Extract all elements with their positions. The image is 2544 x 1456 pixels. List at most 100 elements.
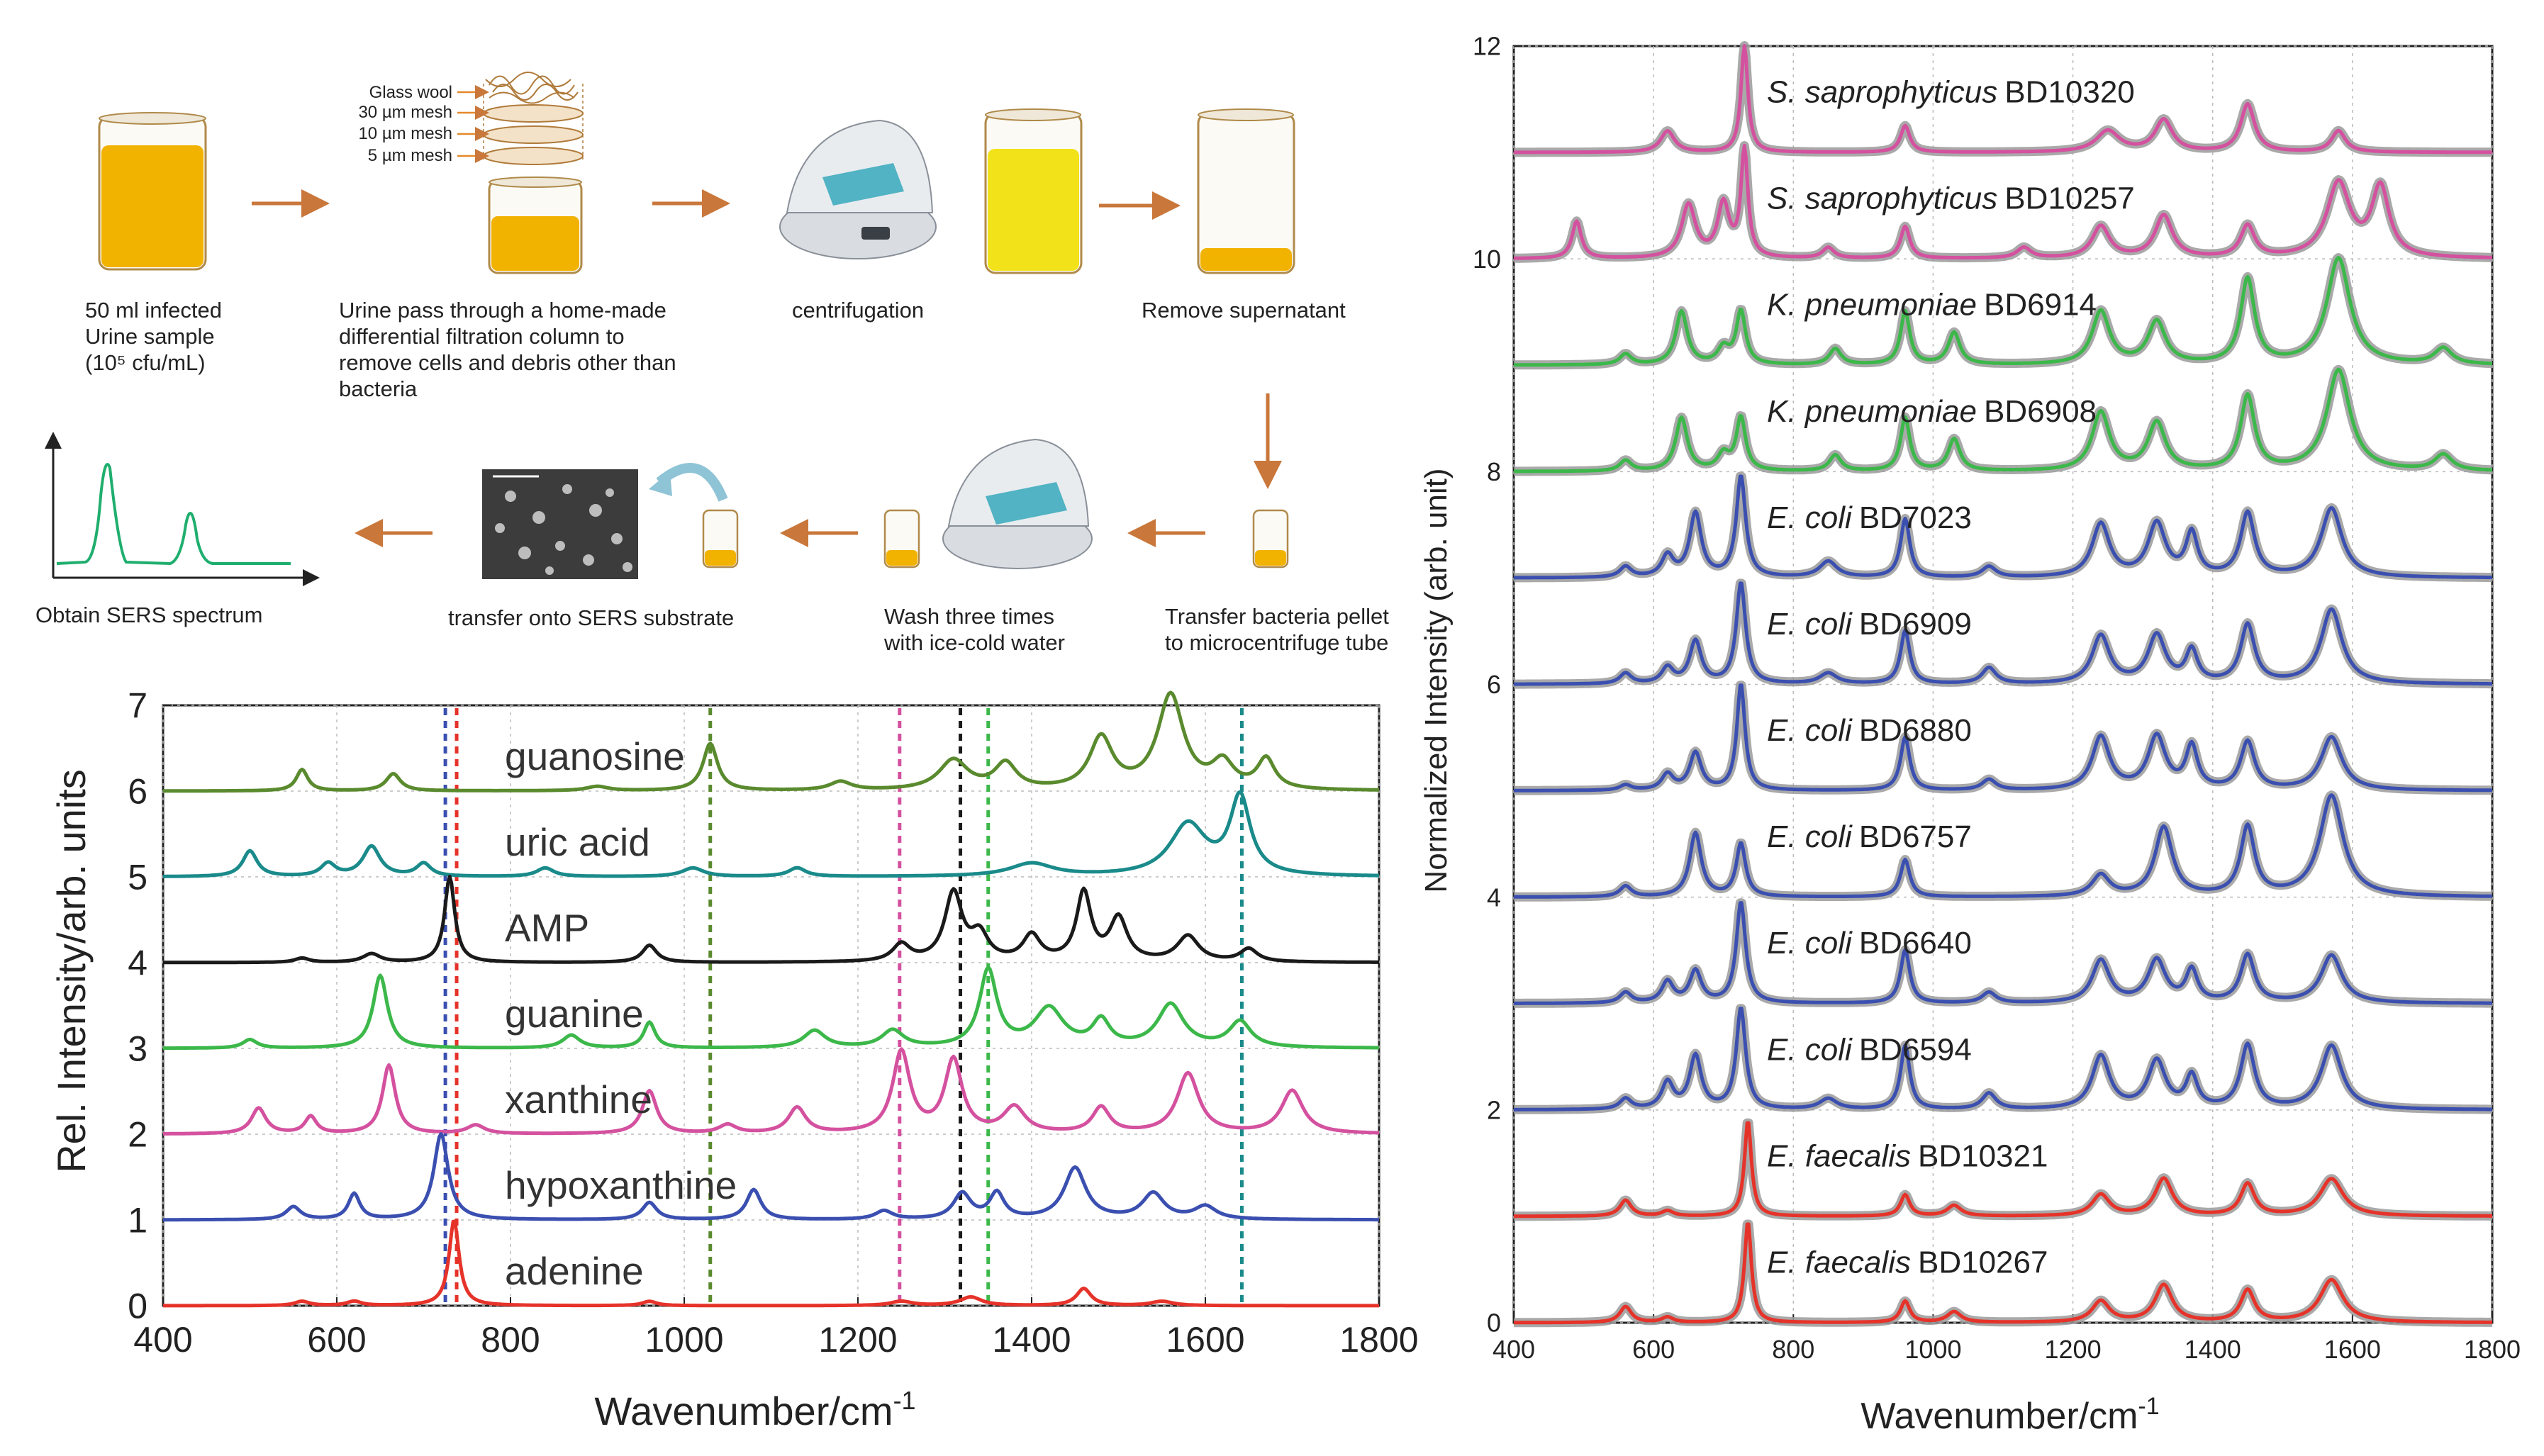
- microcentrifuge-tube-icon: [1252, 509, 1289, 569]
- step-label-line: (10⁵ cfu/mL): [85, 350, 206, 375]
- strain-id: BD6908: [1984, 394, 2097, 429]
- species-name: E. coli: [1767, 607, 1853, 642]
- series-label: K. pneumoniae BD6914: [1767, 288, 2097, 323]
- series-line: [162, 965, 1379, 1051]
- x-tick-label: 1400: [2185, 1335, 2241, 1364]
- step-label: centrifugation: [792, 298, 924, 323]
- series-line: [162, 1132, 1379, 1222]
- species-name: S. saprophyticus: [1767, 181, 1997, 216]
- step-label-line: with ice-cold water: [883, 630, 1065, 655]
- species-name: K. pneumoniae: [1767, 288, 1977, 323]
- series-label: S. saprophyticus BD10257: [1767, 181, 2135, 216]
- step-label-line: remove cells and debris other than: [339, 350, 676, 375]
- step-label: Wash three times with ice-cold water: [883, 604, 1065, 655]
- x-tick-label: 400: [133, 1320, 192, 1360]
- spectrum-icon: [45, 432, 320, 586]
- step-label-line: centrifugation: [792, 298, 924, 323]
- x-tick-label: 1200: [818, 1320, 897, 1360]
- species-name: E. coli: [1767, 500, 1853, 535]
- x-tick-label: 600: [307, 1320, 366, 1360]
- y-tick-label: 5: [128, 858, 147, 897]
- x-tick-label: 1400: [992, 1320, 1071, 1360]
- strain-id: BD7023: [1859, 500, 1972, 535]
- x-tick-label: 1600: [2324, 1335, 2381, 1364]
- x-tick-label: 400: [1493, 1335, 1535, 1364]
- y-tick-label: 4: [128, 943, 147, 983]
- y-tick-label: 8: [1487, 457, 1501, 486]
- y-tick-label: 0: [1487, 1309, 1501, 1338]
- y-tick-label: 7: [128, 686, 147, 726]
- series-label: E. coli BD6757: [1767, 819, 1972, 854]
- y-tick-label: 6: [1487, 670, 1501, 699]
- x-tick-label: 1000: [1904, 1335, 1961, 1364]
- step-label: 50 ml infected Urine sample (10⁵ cfu/mL): [85, 298, 222, 375]
- series-label: E. coli BD6594: [1767, 1032, 1972, 1067]
- series-line: [1513, 474, 2493, 580]
- series-label: hypoxanthine: [505, 1163, 737, 1207]
- x-tick-label: 1000: [645, 1320, 723, 1360]
- y-tick-label: 12: [1473, 32, 1501, 61]
- y-tick-label: 6: [128, 772, 147, 812]
- series-line: [162, 690, 1379, 793]
- step-label-line: 50 ml infected: [85, 298, 222, 323]
- series-line: [162, 790, 1379, 878]
- wash-tube-icon: [883, 509, 920, 569]
- wash-centrifuge-icon: [942, 438, 1093, 569]
- filter-layer-labels: Glass wool 30 µm mesh 10 µm mesh 5 µm me…: [358, 83, 489, 165]
- step-label: Obtain SERS spectrum: [35, 603, 262, 627]
- y-tick-label: 4: [1487, 883, 1501, 912]
- step-label-line: Urine pass through a home-made: [339, 298, 666, 323]
- strain-id: BD6880: [1859, 713, 1972, 748]
- step-label-line: Transfer bacteria pellet: [1165, 604, 1389, 629]
- strain-spectra-chart: Normalized Intensity (arb. unit) Wavenum…: [1419, 32, 2521, 1437]
- strain-id: BD6757: [1859, 819, 1972, 854]
- strain-id: BD10321: [1918, 1138, 2048, 1173]
- series-line: [1513, 44, 2493, 155]
- step-label: Remove supernatant: [1142, 298, 1346, 323]
- workflow-schematic: Glass wool 30 µm mesh 10 µm mesh 5 µm me…: [35, 72, 1389, 655]
- filter-layer-label: Glass wool: [369, 83, 452, 102]
- y-axis-title: Normalized Intensity (arb. unit): [1419, 468, 1454, 892]
- centrifuge-icon: [779, 119, 937, 259]
- series-line: [1513, 793, 2493, 899]
- series-label: guanosine: [505, 734, 685, 778]
- x-tick-label: 800: [481, 1320, 540, 1360]
- sem-image-icon: [482, 469, 638, 579]
- strain-id: BD6594: [1859, 1032, 1972, 1067]
- series-label: AMP: [505, 906, 589, 950]
- series-label: K. pneumoniae BD6908: [1767, 394, 2097, 429]
- series-line: [1513, 144, 2493, 260]
- filter-layer-label: 10 µm mesh: [358, 124, 452, 143]
- series-label: xanthine: [505, 1077, 652, 1121]
- y-tick-label: 1: [128, 1201, 147, 1241]
- series-label: E. coli BD6640: [1767, 926, 1972, 961]
- pellet-beaker-icon: [1197, 108, 1295, 274]
- series-line: [1513, 1007, 2493, 1111]
- series-line: [1513, 1121, 2493, 1219]
- y-tick-label: 3: [128, 1029, 147, 1069]
- species-name: E. coli: [1767, 1032, 1853, 1067]
- x-axis-title-superscript: -1: [893, 1386, 916, 1415]
- series-label: E. faecalis BD10267: [1767, 1245, 2048, 1279]
- x-tick-label: 800: [1772, 1335, 1814, 1364]
- substrate-tube-icon: [702, 509, 739, 569]
- urine-sample-beaker-icon: [98, 112, 207, 271]
- supernatant-beaker-icon: [984, 108, 1083, 274]
- step-label-line: Urine sample: [85, 324, 215, 349]
- step-label: transfer onto SERS substrate: [448, 605, 734, 630]
- series-label: E. faecalis BD10321: [1767, 1138, 2048, 1173]
- reference-spectra-chart: Rel. Intensity/arb. units Wavenumber/cm-…: [49, 686, 1419, 1434]
- strain-id: BD6640: [1859, 926, 1972, 961]
- step-label-line: Remove supernatant: [1142, 298, 1346, 323]
- y-tick-label: 2: [128, 1115, 147, 1155]
- strain-id: BD6909: [1859, 607, 1972, 642]
- species-name: E. faecalis: [1767, 1138, 1911, 1173]
- transfer-arrowhead-icon: [649, 471, 672, 496]
- series-label: E. coli BD6880: [1767, 713, 1972, 748]
- species-name: E. faecalis: [1767, 1245, 1911, 1279]
- filter-layer-label: 30 µm mesh: [358, 103, 452, 122]
- strain-id: BD10257: [2004, 181, 2134, 216]
- species-name: E. coli: [1767, 926, 1853, 961]
- step-label-line: transfer onto SERS substrate: [448, 605, 734, 630]
